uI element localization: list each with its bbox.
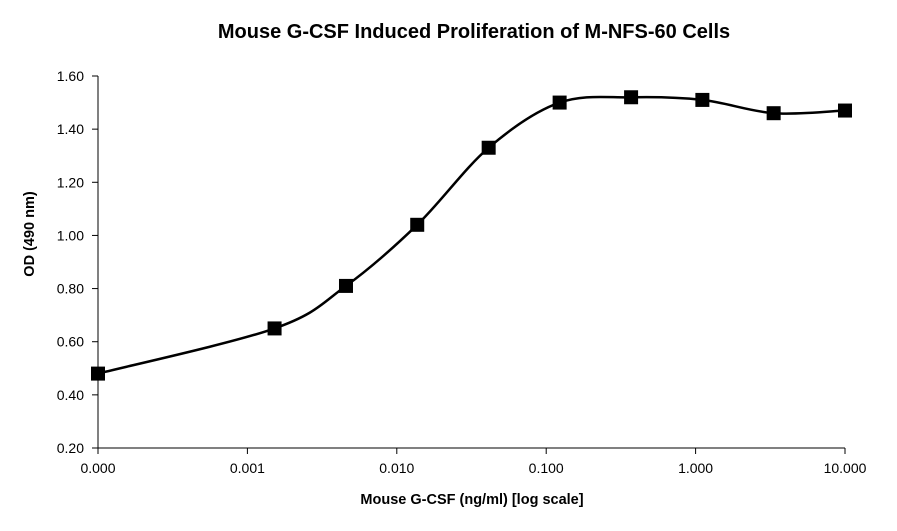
x-tick-label: 0.000 bbox=[80, 460, 115, 476]
data-point-marker bbox=[481, 140, 496, 155]
x-tick-label: 0.001 bbox=[230, 460, 265, 476]
x-tick-label: 0.010 bbox=[379, 460, 414, 476]
data-point-marker bbox=[338, 278, 353, 293]
series-line bbox=[97, 95, 846, 375]
data-point-marker bbox=[552, 95, 567, 110]
data-point-marker bbox=[267, 321, 282, 336]
x-axis-label: Mouse G-CSF (ng/ml) [log scale] bbox=[360, 492, 583, 508]
x-axis: 0.000 0.001 0.010 0.100 1.000 10.000 bbox=[80, 447, 867, 476]
x-tick-label: 0.100 bbox=[529, 460, 564, 476]
y-tick-label: 0.60 bbox=[57, 334, 84, 350]
data-point-marker bbox=[766, 106, 781, 121]
plot-area bbox=[91, 90, 852, 381]
y-tick-label: 1.20 bbox=[57, 174, 84, 190]
x-tick-label: 10.000 bbox=[824, 460, 867, 476]
y-tick-label: 0.80 bbox=[57, 281, 84, 297]
y-tick-label: 1.40 bbox=[57, 121, 84, 137]
y-tick-label: 0.40 bbox=[57, 387, 84, 403]
data-point-marker bbox=[838, 103, 852, 118]
x-tick-label: 1.000 bbox=[678, 460, 713, 476]
y-axis: 0.20 0.40 0.60 0.80 1.00 1.20 1.40 1.60 bbox=[57, 68, 99, 456]
data-point-marker bbox=[624, 90, 639, 105]
y-tick-label: 0.20 bbox=[57, 440, 84, 456]
data-point-marker bbox=[695, 92, 710, 107]
y-tick-label: 1.60 bbox=[57, 68, 84, 84]
chart-title: Mouse G-CSF Induced Proliferation of M-N… bbox=[218, 21, 730, 43]
y-axis-label: OD (490 nm) bbox=[22, 191, 38, 277]
y-tick-label: 1.00 bbox=[57, 227, 84, 243]
data-point-marker bbox=[91, 366, 105, 381]
data-point-marker bbox=[410, 217, 425, 232]
